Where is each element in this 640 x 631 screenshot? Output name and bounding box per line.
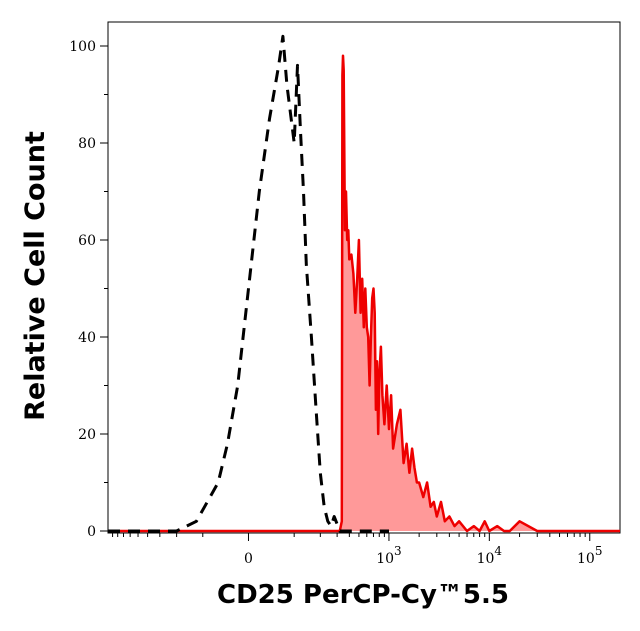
- y-tick-label: 100: [69, 39, 96, 55]
- y-tick-label: 80: [78, 136, 96, 152]
- x-tick-label: 105: [577, 544, 602, 567]
- x-tick-label: 0: [244, 551, 253, 567]
- x-tick-label: 104: [477, 544, 503, 567]
- series-line-solid-red-filled: [108, 54, 620, 533]
- axis-layer: 0 20 40 60 80 100 0 103 104 105: [69, 39, 602, 567]
- x-tick-label: 103: [376, 544, 401, 567]
- series-line-dashed-black: [108, 34, 389, 533]
- y-tick-label: 20: [78, 427, 96, 443]
- y-axis-title: Relative Cell Count: [20, 131, 51, 421]
- y-tick-label: 0: [87, 524, 96, 540]
- series-area-solid-red-filled: [108, 55, 620, 531]
- y-tick-label: 40: [78, 330, 96, 346]
- x-axis-title: CD25 PerCP-Cy™5.5: [217, 580, 509, 610]
- series-layer: [108, 34, 620, 533]
- y-tick-label: 60: [78, 233, 96, 249]
